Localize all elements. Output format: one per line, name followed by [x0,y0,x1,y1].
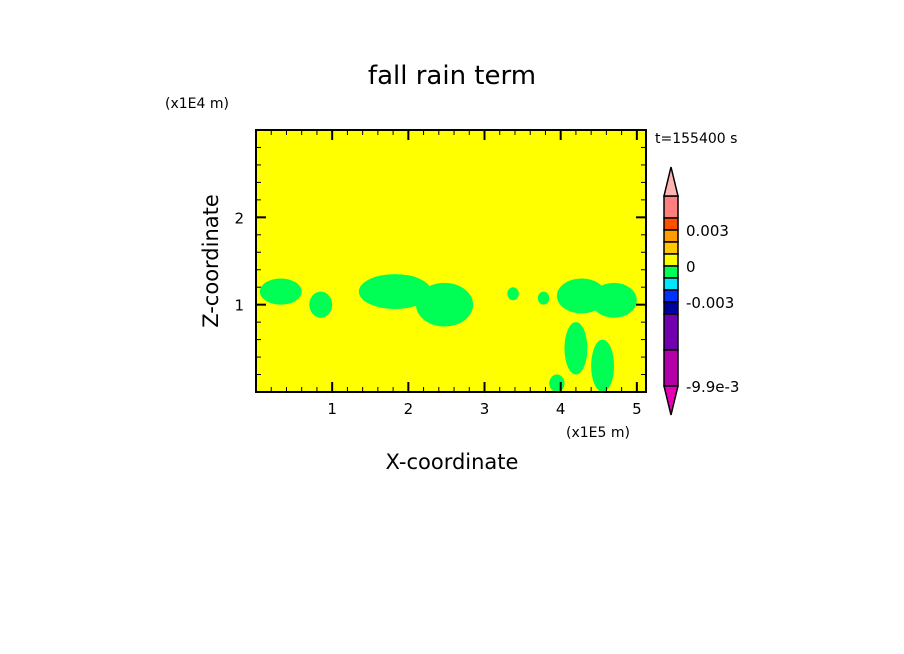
colorbar-band [663,277,679,291]
rain-feature [564,322,588,375]
colorbar-label: -9.9e-3 [686,378,739,396]
rain-feature [309,291,333,318]
rain-feature [549,374,565,392]
plot-background [256,130,646,392]
rain-feature [537,291,550,305]
x-tick-label: 5 [632,400,642,418]
time-label: t=155400 s [655,131,737,147]
colorbar-band [663,253,679,267]
features [259,274,637,392]
colorbar-bottom-arrow [663,385,679,416]
y-axis-label: Z-coordinate [199,194,223,328]
x-tick-label: 4 [556,400,566,418]
colorbar-band [663,349,679,387]
x-axis-label: X-coordinate [386,450,519,474]
plot-frame [255,129,647,393]
x-unit-label: (x1E5 m) [566,425,630,441]
y-tick-label: 2 [234,209,244,227]
x-tick-label: 1 [327,400,337,418]
y-unit-label: (x1E4 m) [165,96,229,112]
colorbar-band [663,229,679,243]
colorbar-band [663,265,679,279]
colorbar-label: 0.003 [686,222,729,240]
rain-feature [591,339,615,392]
x-tick-labels: 1 2 3 4 5 [327,400,641,418]
colorbar-band [663,313,679,351]
colorbar-band [663,217,679,231]
x-tick-label: 3 [480,400,490,418]
y-tick-labels: 12 [234,209,244,314]
rain-feature [415,282,474,327]
rain-feature [358,274,432,310]
colorbar-band [663,289,679,303]
rain-feature [507,287,519,301]
colorbar-top-arrow [663,166,679,197]
rain-feature [259,278,302,305]
colorbar-band [663,241,679,255]
colorbar-label: 0 [686,258,696,276]
colorbar: 0.003 0 -0.003 -9.9e-3 [663,166,739,416]
y-tick-label: 1 [234,297,244,315]
rain-feature [591,282,637,318]
x-tick-label: 2 [404,400,414,418]
colorbar-band [663,301,679,315]
colorbar-label: -0.003 [686,294,734,312]
colorbar-band [663,195,679,219]
chart-title: fall rain term [368,61,536,91]
